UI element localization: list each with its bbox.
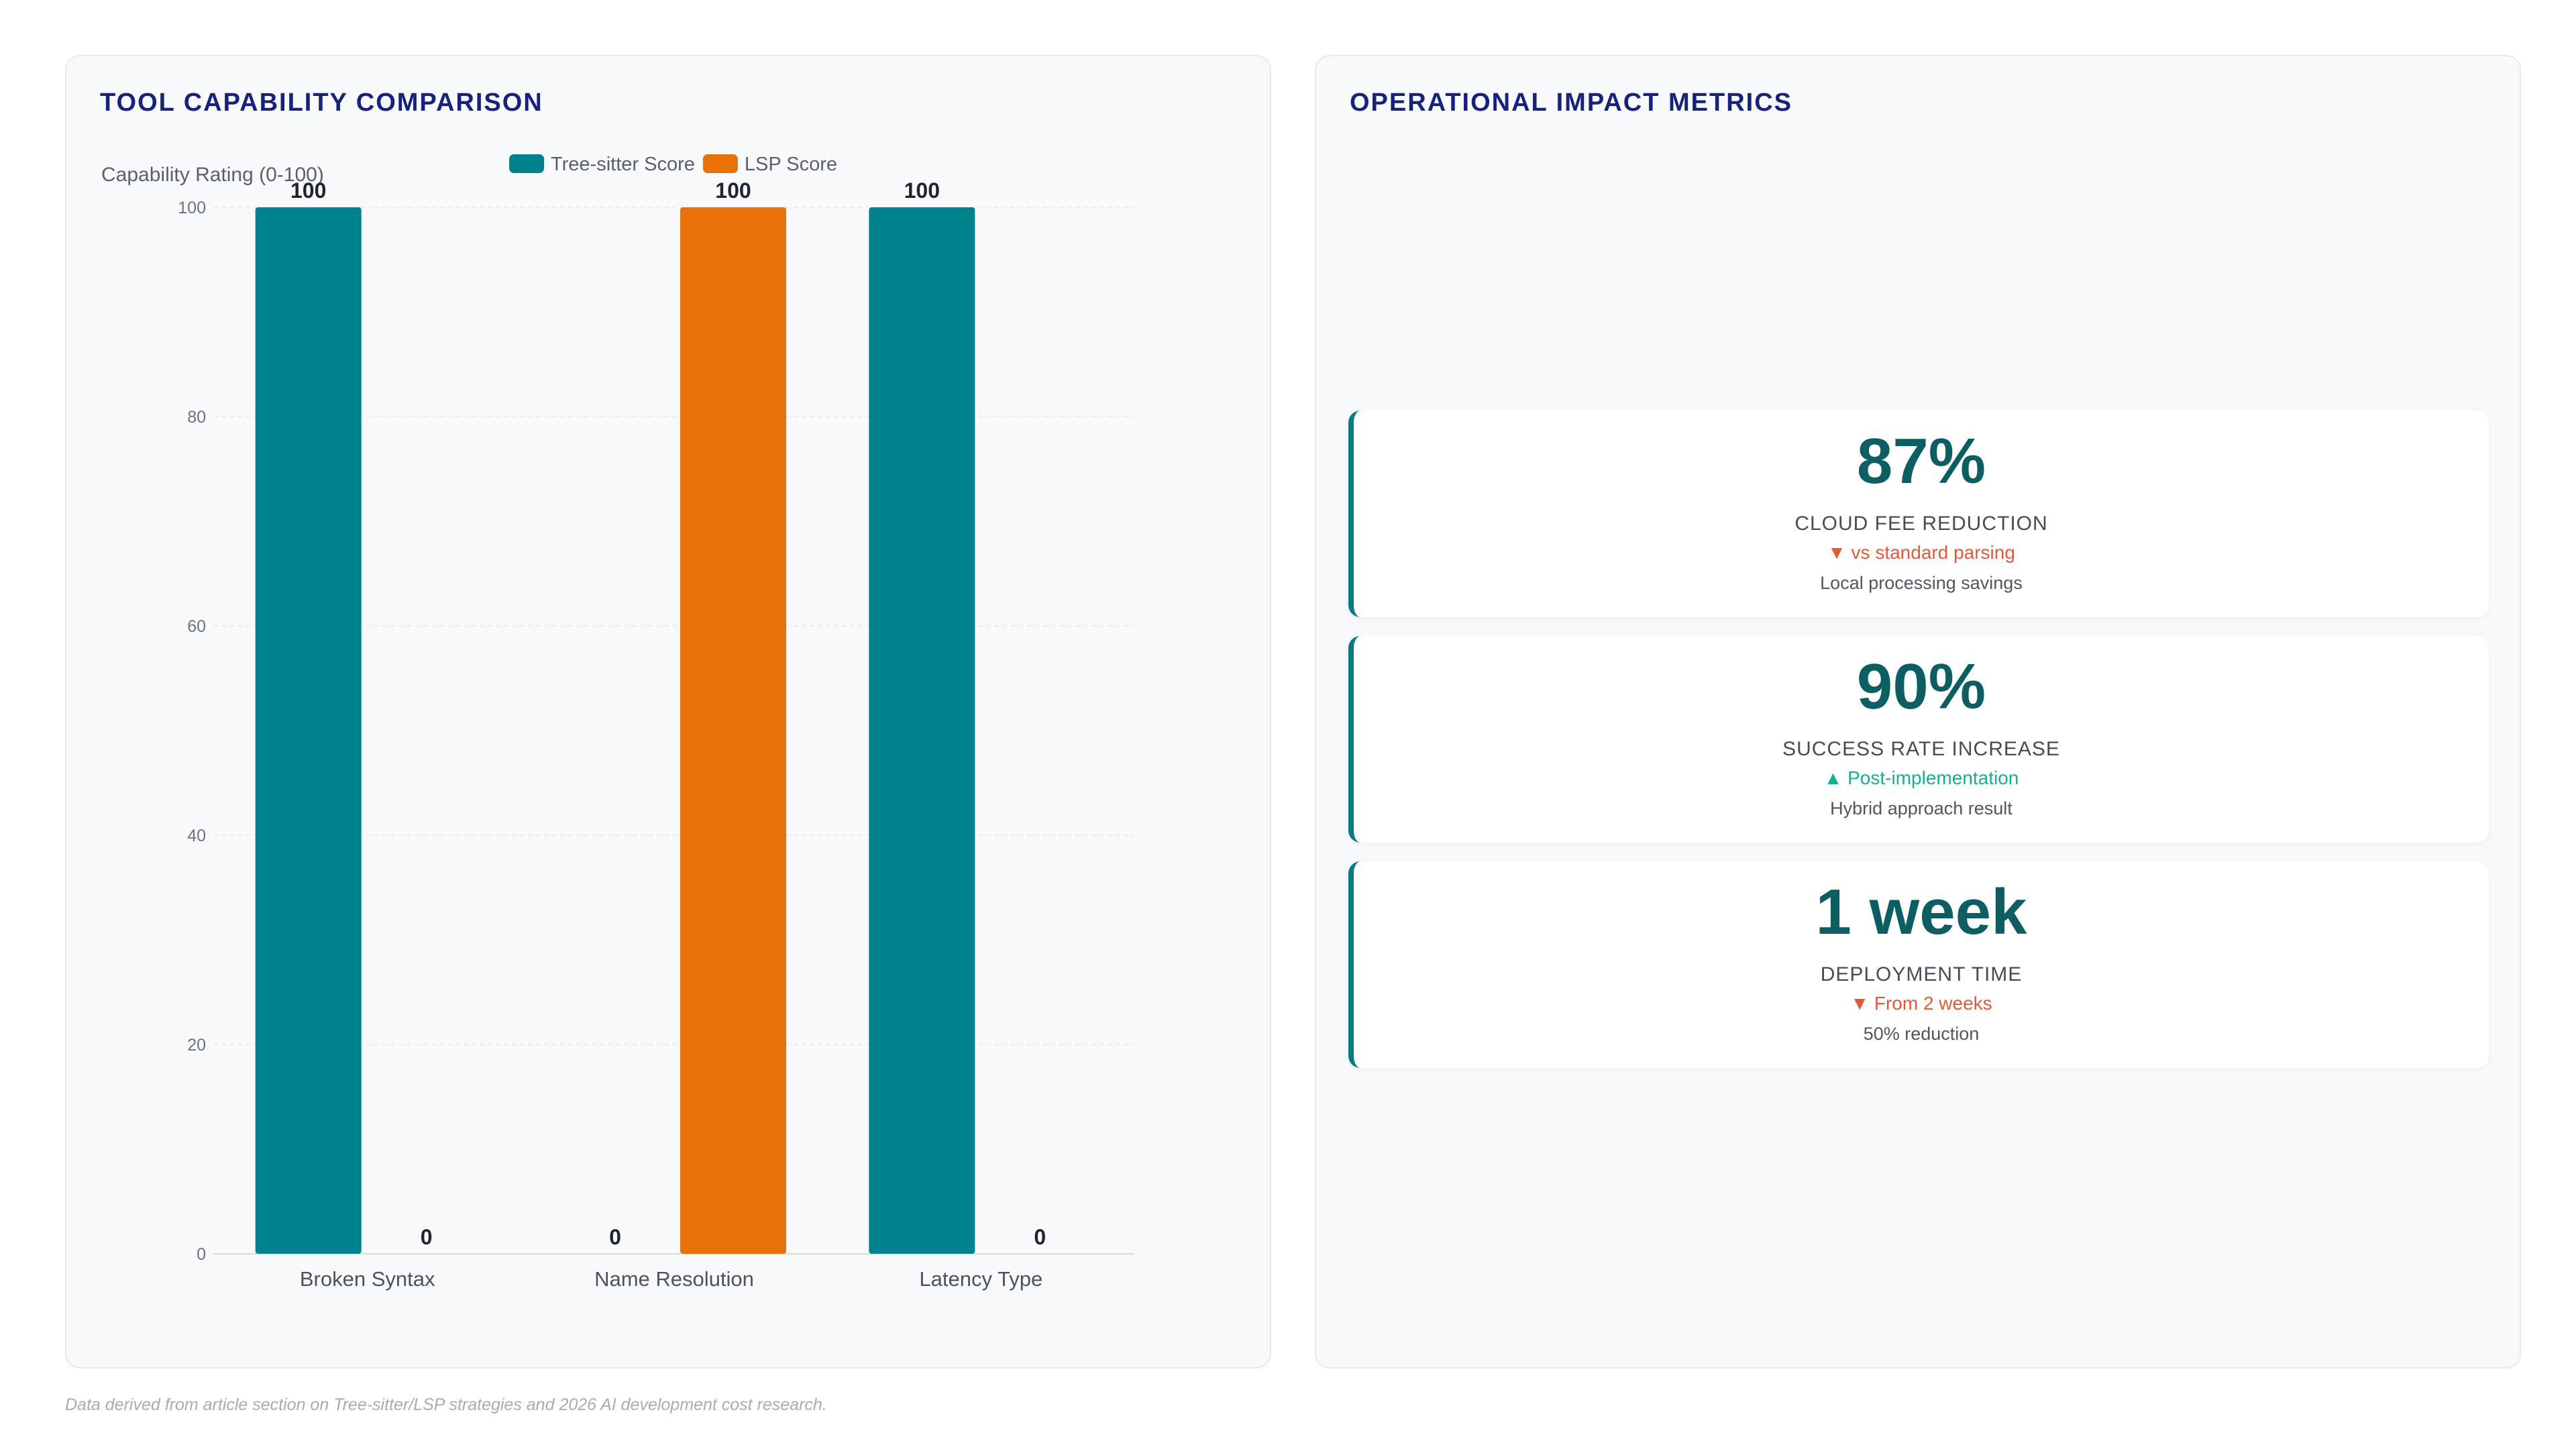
legend-swatch xyxy=(702,154,738,173)
metric-delta: ▼ vs standard parsing xyxy=(1827,542,2015,563)
y-tick-label: 80 xyxy=(187,408,206,427)
data-label: 100 xyxy=(715,178,751,203)
legend-label: LSP Score xyxy=(745,154,837,175)
y-tick-label: 60 xyxy=(187,617,206,636)
metrics-panel-title: OPERATIONAL IMPACT METRICS xyxy=(1350,89,1792,117)
metric-label: DEPLOYMENT TIME xyxy=(1820,963,2023,985)
metric-delta: ▼ From 2 weeks xyxy=(1850,993,1992,1014)
y-tick-label: 40 xyxy=(187,826,206,845)
metric-note: Hybrid approach result xyxy=(1830,798,2012,818)
x-tick-label: Broken Syntax xyxy=(300,1267,435,1291)
x-tick-label: Name Resolution xyxy=(594,1267,754,1291)
legend-label: Tree-sitter Score xyxy=(551,154,695,175)
metric-note: Local processing savings xyxy=(1820,573,2023,593)
metric-value: 90% xyxy=(1856,651,1986,722)
metric-label: SUCCESS RATE INCREASE xyxy=(1782,738,2060,760)
bar-lsp-score-1 xyxy=(680,207,786,1254)
metric-value: 1 week xyxy=(1815,876,2027,948)
bar-tree-sitter-score-2 xyxy=(869,207,975,1254)
data-label: 0 xyxy=(609,1225,621,1249)
metric-card-success-rate: 90% SUCCESS RATE INCREASE ▲ Post-impleme… xyxy=(1348,636,2489,843)
metric-card-deployment-time: 1 week DEPLOYMENT TIME ▼ From 2 weeks 50… xyxy=(1348,861,2489,1068)
footnote: Data derived from article section on Tre… xyxy=(65,1395,827,1414)
chart-panel-title: TOOL CAPABILITY COMPARISON xyxy=(100,89,543,117)
metric-label: CLOUD FEE REDUCTION xyxy=(1794,513,2048,535)
metric-delta: ▲ Post-implementation xyxy=(1823,767,2019,788)
data-label: 100 xyxy=(290,178,326,203)
metric-card-cloud-fee: 87% CLOUD FEE REDUCTION ▼ vs standard pa… xyxy=(1348,411,2489,617)
y-axis-title: Capability Rating (0-100) xyxy=(101,164,324,186)
y-tick-label: 0 xyxy=(197,1245,206,1264)
chart-panel: TOOL CAPABILITY COMPARISON 0 20 40 60 80 100 C… xyxy=(65,55,1271,1368)
y-tick-label: 20 xyxy=(187,1036,206,1055)
data-label: 100 xyxy=(904,178,940,203)
legend-swatch xyxy=(509,154,544,173)
data-label: 0 xyxy=(421,1225,433,1249)
data-label: 0 xyxy=(1034,1225,1046,1249)
y-tick-label: 100 xyxy=(178,199,206,217)
metric-note: 50% reduction xyxy=(1863,1024,1980,1044)
metric-value: 87% xyxy=(1856,425,1986,497)
bar-tree-sitter-score-0 xyxy=(255,207,362,1254)
x-tick-label: Latency Type xyxy=(919,1267,1042,1291)
metrics-panel: OPERATIONAL IMPACT METRICS 87% CLOUD FEE… xyxy=(1315,55,2521,1368)
